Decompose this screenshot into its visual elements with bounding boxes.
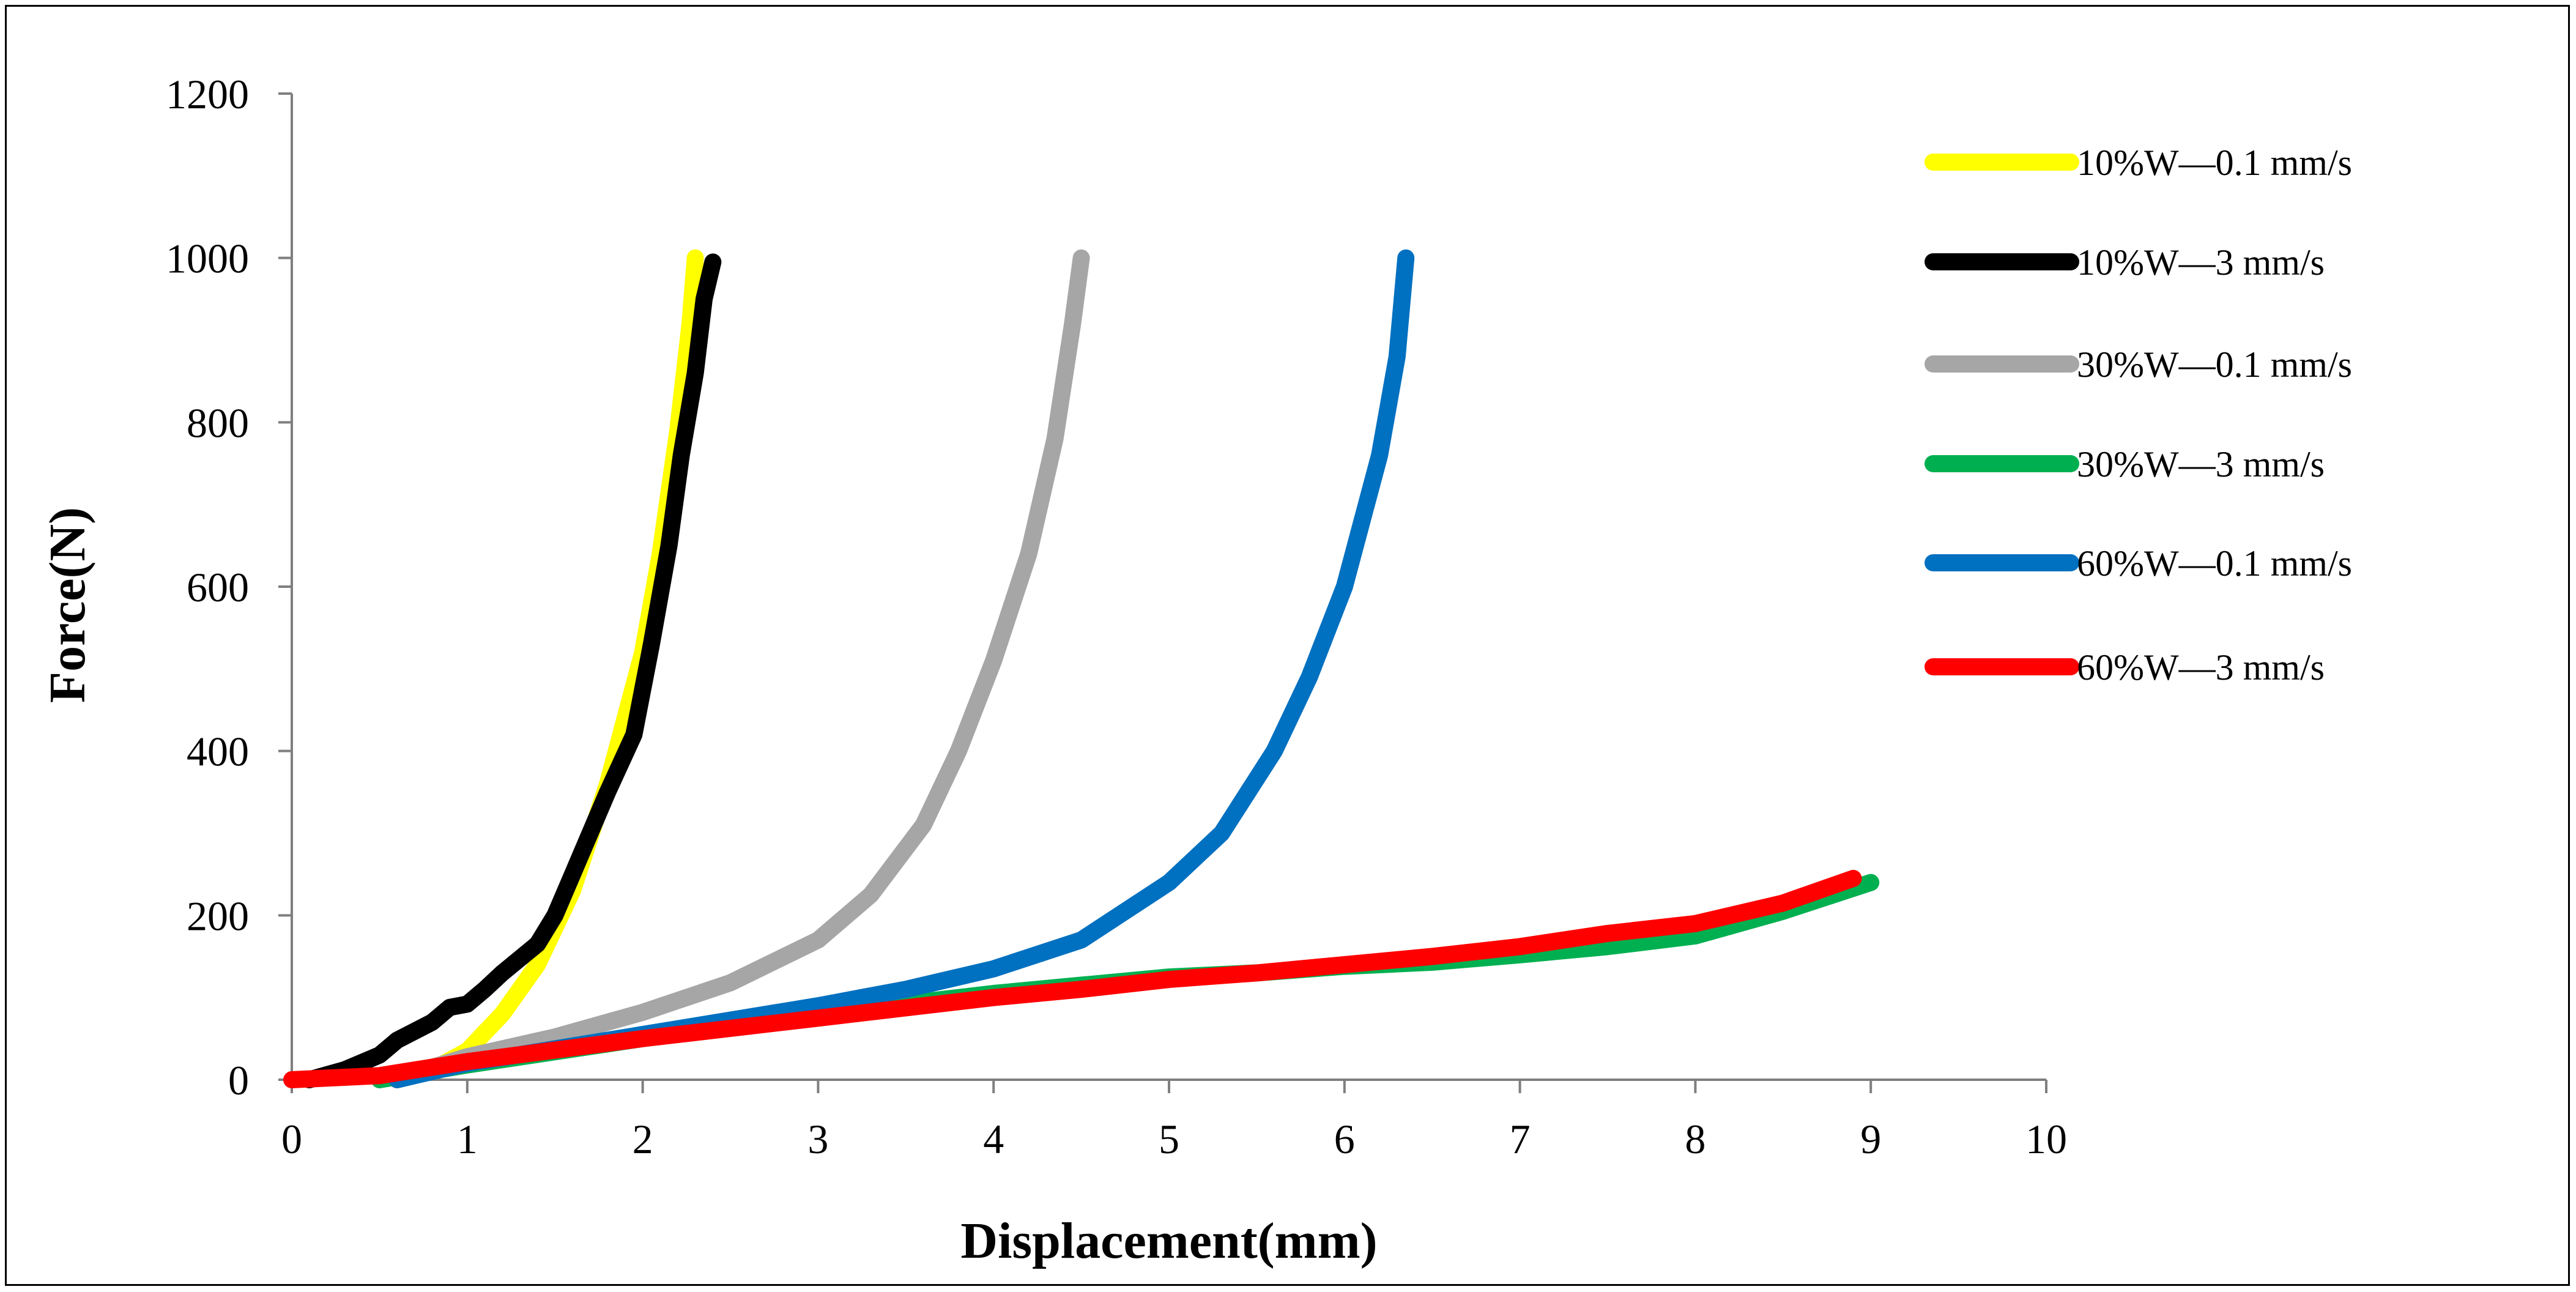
legend-label-1: 10%W—0.1 mm/s bbox=[2077, 143, 2352, 183]
series-layer bbox=[283, 249, 1880, 1088]
axes: 0 200 400 600 800 1000 1200 0 1 2 3 4 5 6 7 8 9 10 bbox=[166, 71, 2067, 1162]
x-tick-label: 5 bbox=[1159, 1116, 1179, 1162]
x-tick-label: 2 bbox=[633, 1116, 653, 1162]
series-line-2 bbox=[300, 253, 722, 1088]
legend-label-6: 60%W—3 mm/s bbox=[2077, 647, 2325, 688]
x-axis-title: Displacement(mm) bbox=[960, 1212, 1377, 1269]
x-tick-label: 0 bbox=[281, 1116, 302, 1162]
legend-label-2: 10%W—3 mm/s bbox=[2077, 242, 2325, 283]
x-tick-label: 7 bbox=[1510, 1116, 1531, 1162]
legend-label-5: 60%W—0.1 mm/s bbox=[2077, 543, 2352, 584]
y-tick-label: 200 bbox=[187, 893, 249, 939]
x-tick-label: 8 bbox=[1685, 1116, 1706, 1162]
y-tick-label: 400 bbox=[187, 729, 249, 775]
x-tick-label: 3 bbox=[807, 1116, 828, 1162]
legend-label-4: 30%W—3 mm/s bbox=[2077, 444, 2325, 484]
x-tick-label: 1 bbox=[457, 1116, 478, 1162]
y-tick-label: 1200 bbox=[166, 71, 249, 117]
x-tick-label: 10 bbox=[2025, 1116, 2067, 1162]
legend-label-3: 30%W—0.1 mm/s bbox=[2077, 344, 2352, 385]
x-tick-label: 9 bbox=[1860, 1116, 1881, 1162]
y-tick-label: 800 bbox=[187, 399, 249, 446]
y-tick-label: 1000 bbox=[166, 236, 249, 282]
series-line-6 bbox=[283, 869, 1862, 1088]
x-tick-label: 6 bbox=[1334, 1116, 1355, 1162]
y-tick-label: 0 bbox=[228, 1057, 249, 1104]
y-axis-title: Force(N) bbox=[39, 507, 96, 703]
series-line-3 bbox=[371, 249, 1090, 1088]
y-tick-label: 600 bbox=[187, 564, 249, 611]
legend: 10%W—0.1 mm/s 10%W—3 mm/s 30%W—0.1 mm/s 30%… bbox=[1925, 143, 2352, 688]
x-tick-label: 4 bbox=[983, 1116, 1004, 1162]
